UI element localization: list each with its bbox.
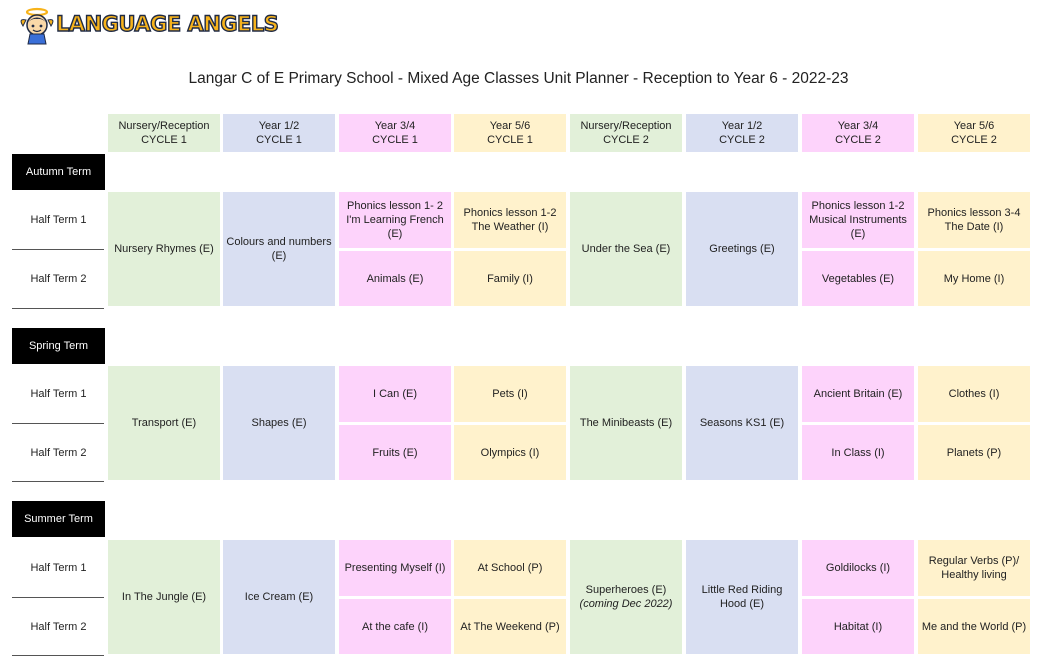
- unit-cell: Superheroes (E) (coming Dec 2022): [570, 540, 682, 654]
- unit-cell: Seasons KS1 (E): [686, 366, 798, 480]
- unit-cell: Phonics lesson 1- 2 I'm Learning French …: [339, 192, 451, 248]
- unit-cell: Little Red Riding Hood (E): [686, 540, 798, 654]
- row-divider: [12, 423, 104, 424]
- unit-cell: Fruits (E): [339, 425, 451, 480]
- unit-cell: Pets (I): [454, 366, 566, 422]
- column-header-year12-cycle-2: Year 1/2 CYCLE 2: [686, 114, 798, 152]
- logo-text: LANGUAGE ANGELS: [55, 11, 279, 36]
- column-header-year12-cycle-1: Year 1/2 CYCLE 1: [223, 114, 335, 152]
- half-term-label: Half Term 2: [30, 273, 87, 285]
- unit-cell: Habitat (I): [802, 599, 914, 654]
- row-divider: [12, 655, 104, 656]
- row-divider: [12, 481, 104, 482]
- unit-cell: Colours and numbers (E): [223, 192, 335, 306]
- term-label-spring: Spring Term: [12, 328, 105, 364]
- unit-cell: Vegetables (E): [802, 251, 914, 306]
- column-header-nursery-cycle-2: Nursery/Reception CYCLE 2: [570, 114, 682, 152]
- unit-cell: Nursery Rhymes (E): [108, 192, 220, 306]
- unit-cell: Ice Cream (E): [223, 540, 335, 654]
- half-term-label: Half Term 1: [30, 214, 87, 226]
- unit-cell: Goldilocks (I): [802, 540, 914, 596]
- unit-cell: Animals (E): [339, 251, 451, 306]
- half-term-label: Half Term 2: [30, 447, 87, 459]
- row-divider: [12, 308, 104, 309]
- unit-cell: In The Jungle (E): [108, 540, 220, 654]
- half-term-label: Half Term 2: [30, 621, 87, 633]
- unit-cell: Transport (E): [108, 366, 220, 480]
- unit-cell: Phonics lesson 1-2 The Weather (I): [454, 192, 566, 248]
- column-header-year56-cycle-1: Year 5/6 CYCLE 1: [454, 114, 566, 152]
- unit-cell: Regular Verbs (P)/ Healthy living: [918, 540, 1030, 596]
- half-term-label: Half Term 1: [30, 388, 87, 400]
- unit-note: (coming Dec 2022): [579, 598, 673, 610]
- unit-cell: Family (I): [454, 251, 566, 306]
- page-title: Langar C of E Primary School - Mixed Age…: [188, 70, 849, 87]
- unit-title: Superheroes (E): [585, 584, 667, 596]
- column-header-year34-cycle-1: Year 3/4 CYCLE 1: [339, 114, 451, 152]
- column-header-year56-cycle-2: Year 5/6 CYCLE 2: [918, 114, 1030, 152]
- unit-cell: Phonics lesson 1-2 Musical Instruments (…: [802, 192, 914, 248]
- unit-cell: At School (P): [454, 540, 566, 596]
- angel-mascot-icon: [20, 7, 54, 45]
- unit-cell: The Minibeasts (E): [570, 366, 682, 480]
- unit-cell: I Can (E): [339, 366, 451, 422]
- column-header-nursery-cycle-1: Nursery/Reception CYCLE 1: [108, 114, 220, 152]
- unit-cell: Under the Sea (E): [570, 192, 682, 306]
- unit-cell: In Class (I): [802, 425, 914, 480]
- term-label-summer: Summer Term: [12, 501, 105, 537]
- unit-cell: Me and the World (P): [918, 599, 1030, 654]
- unit-cell: At The Weekend (P): [454, 599, 566, 654]
- unit-cell: Greetings (E): [686, 192, 798, 306]
- unit-cell: My Home (I): [918, 251, 1030, 306]
- language-angels-logo: LANGUAGE ANGELS: [20, 6, 280, 46]
- row-divider: [12, 249, 104, 250]
- term-label-autumn: Autumn Term: [12, 154, 105, 190]
- unit-cell: Planets (P): [918, 425, 1030, 480]
- row-divider: [12, 597, 104, 598]
- unit-cell: Ancient Britain (E): [802, 366, 914, 422]
- unit-cell: Phonics lesson 3-4 The Date (I): [918, 192, 1030, 248]
- column-header-year34-cycle-2: Year 3/4 CYCLE 2: [802, 114, 914, 152]
- half-term-label: Half Term 1: [30, 562, 87, 574]
- unit-cell: Olympics (I): [454, 425, 566, 480]
- unit-cell: Clothes (I): [918, 366, 1030, 422]
- unit-cell: Shapes (E): [223, 366, 335, 480]
- unit-cell: At the cafe (I): [339, 599, 451, 654]
- unit-cell: Presenting Myself (I): [339, 540, 451, 596]
